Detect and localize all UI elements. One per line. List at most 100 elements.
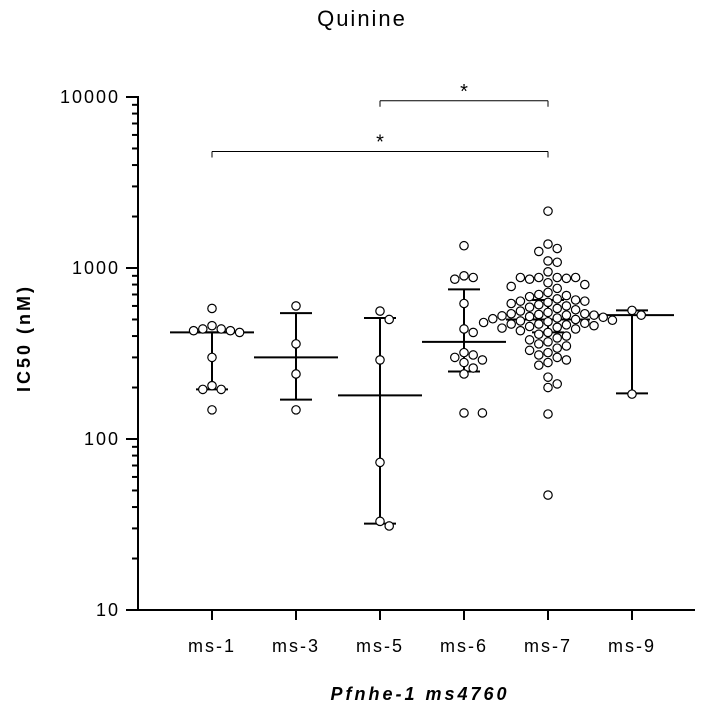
data-point [543,382,553,393]
data-point [375,306,385,316]
data-point [375,516,385,527]
data-point [561,273,572,284]
data-point [533,360,544,371]
data-point [449,274,460,285]
data-point [561,320,572,330]
data-point [207,352,217,363]
data-point [570,304,581,315]
data-point [543,409,553,419]
data-point [552,257,562,268]
x-tick-label: ms-6 [440,636,488,656]
x-tick-label: ms-3 [272,636,320,656]
x-tick-label: ms-5 [356,636,404,656]
data-point [552,313,562,323]
data-point [552,333,562,343]
data-point [449,352,460,363]
data-point [579,296,590,306]
data-point [533,246,544,257]
data-point [543,277,553,288]
data-point [533,299,544,310]
data-point [561,301,572,311]
data-point [533,350,544,360]
data-point [589,320,599,331]
data-point [570,324,581,334]
data-point [216,324,226,334]
data-point [627,389,637,399]
data-point [636,310,646,320]
data-point [552,272,562,283]
data-point [506,281,516,292]
data-point [487,313,498,324]
data-point [524,302,535,312]
data-point [533,289,544,300]
x-tick-label: ms-7 [524,636,572,656]
data-point [375,355,385,365]
data-point [515,272,526,283]
data-point [478,317,489,328]
data-point [579,308,590,319]
data-point [225,325,236,336]
data-points [188,206,646,531]
data-point [533,309,544,320]
data-point [524,274,535,285]
data-point [524,321,535,332]
data-point [198,384,208,395]
data-point [524,311,535,322]
significance-brackets: ** [211,81,549,158]
data-point [543,307,553,318]
data-point [561,341,572,351]
data-point [543,297,553,308]
data-point [515,306,526,316]
data-point [561,331,572,341]
axes: 10 100 1000 10000 ms-1 ms-3 ms-5 ms-6 ms-7 ms-9 [60,87,695,656]
data-point [589,310,599,320]
data-point [570,272,581,283]
data-point [533,319,544,329]
data-point [291,339,301,349]
data-point [543,347,553,358]
y-tick-label: 10 [96,600,120,620]
data-point [552,294,562,304]
data-point [552,322,562,333]
data-point [459,240,469,251]
data-point [524,291,535,302]
data-point [543,256,553,266]
y-tick-label: 10000 [60,87,120,107]
data-point [524,335,535,345]
data-point [543,287,553,298]
significance-star: * [460,81,468,103]
y-tick-label: 1000 [72,258,120,278]
data-point [468,350,478,360]
data-point [198,324,208,334]
data-point [543,316,553,327]
x-tick-label: ms-9 [608,636,656,656]
data-point [207,303,217,314]
data-point [459,271,469,281]
data-point [515,296,526,306]
data-point [543,206,553,216]
data-point [291,301,301,311]
data-point [459,369,469,379]
data-point [459,324,469,334]
data-point [384,314,394,325]
data-point [570,314,581,325]
data-point [598,312,608,323]
data-point [515,316,526,326]
data-point [579,279,590,290]
data-point [506,298,516,309]
data-point [459,347,469,358]
data-point [468,327,478,338]
data-point [234,327,245,338]
data-point [543,372,553,382]
data-point [533,339,544,349]
data-point [552,343,562,353]
data-point [459,408,469,418]
data-point [543,490,553,500]
chart-title: Quinine [317,6,407,31]
y-tick-label: 100 [84,429,120,449]
data-point [384,521,394,531]
data-point [561,310,572,320]
data-point [207,320,217,331]
y-axis-label: IC50 (nM) [14,284,34,392]
data-point [216,384,226,395]
